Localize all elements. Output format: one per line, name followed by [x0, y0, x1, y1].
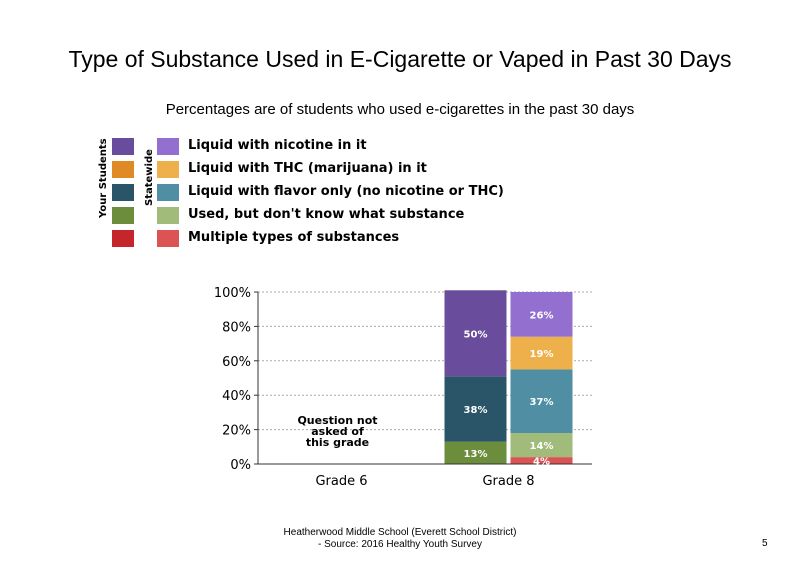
- legend-label: Used, but don't know what substance: [188, 207, 465, 222]
- data-label: 50%: [464, 329, 488, 340]
- legend-swatch-local: [112, 230, 134, 247]
- footer-school: Heatherwood Middle School (Everett Schoo…: [283, 527, 517, 538]
- y-tick-label: 60%: [222, 355, 251, 370]
- y-tick-label: 100%: [214, 286, 251, 301]
- bar-segment: [444, 290, 507, 377]
- legend-label: Liquid with nicotine in it: [188, 138, 367, 153]
- bar-segment: [510, 369, 573, 434]
- chart-title: Type of Substance Used in E-Cigarette or…: [68, 46, 732, 72]
- y-tick-label: 40%: [222, 389, 251, 404]
- data-label: 37%: [530, 397, 554, 408]
- x-tick-label: Grade 6: [315, 474, 367, 489]
- legend-label: Multiple types of substances: [188, 230, 400, 245]
- legend-swatch-local: [112, 138, 134, 155]
- data-label: 13%: [464, 449, 488, 460]
- legend-swatch-state: [157, 184, 179, 201]
- legend-swatch-state: [157, 138, 179, 155]
- bar-segment: [510, 433, 573, 458]
- legend-swatch-state: [157, 207, 179, 224]
- y-tick-label: 20%: [222, 424, 251, 439]
- y-tick-label: 80%: [222, 320, 251, 335]
- legend-swatch-state: [157, 230, 179, 247]
- data-label: 4%: [533, 457, 550, 468]
- bar-segment: [444, 441, 507, 464]
- legend-swatch-local: [112, 207, 134, 224]
- footer-source: - Source: 2016 Healthy Youth Survey: [318, 539, 482, 550]
- page-number: 5: [762, 538, 768, 549]
- data-label: 38%: [464, 405, 488, 416]
- footer: Heatherwood Middle School (Everett Schoo…: [200, 527, 600, 551]
- bar-segment: [510, 457, 573, 464]
- legend-label: Liquid with flavor only (no nicotine or …: [188, 184, 504, 199]
- bar-segment: [510, 292, 573, 337]
- y-tick-label: 0%: [230, 458, 251, 473]
- data-label: 26%: [530, 310, 554, 321]
- data-label: 19%: [530, 349, 554, 360]
- bar-segment: [444, 376, 507, 442]
- annotation-not-asked: Question not asked of this grade: [297, 414, 377, 449]
- x-tick-label: Grade 8: [482, 474, 534, 489]
- legend-label: Liquid with THC (marijuana) in it: [188, 161, 427, 176]
- data-label: 14%: [530, 441, 554, 452]
- legend-swatch-state: [157, 161, 179, 178]
- legend-swatch-local: [112, 161, 134, 178]
- bar-segment: [510, 336, 573, 370]
- legend: Your Students Statewide Liquid with nico…: [0, 0, 800, 260]
- legend-swatch-local: [112, 184, 134, 201]
- chart-subtitle: Percentages are of students who used e-c…: [165, 101, 635, 118]
